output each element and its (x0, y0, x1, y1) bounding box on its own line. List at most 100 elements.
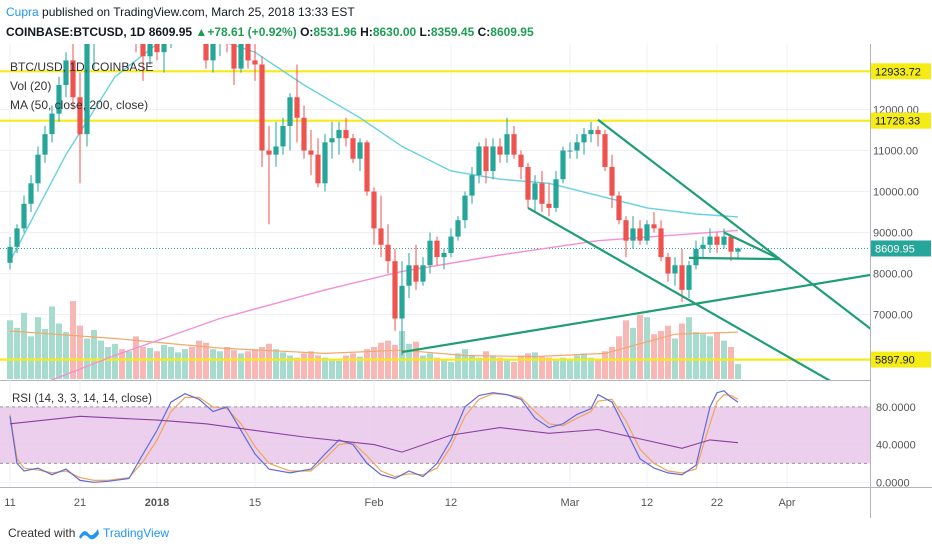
volume-bar (406, 343, 412, 379)
volume-bar (560, 357, 566, 379)
price-tag-label: 12933.72 (875, 66, 921, 78)
candle-body (329, 138, 335, 143)
rsi-tick-label: 0.0000 (876, 477, 910, 489)
candle-body (567, 150, 573, 152)
footer: Created with TradingView (0, 518, 932, 550)
grid (0, 44, 932, 518)
volume-bar (714, 332, 720, 379)
candle-body (581, 134, 587, 143)
volume-bar (364, 349, 370, 379)
candle-body (91, 19, 96, 39)
trendlines[interactable] (401, 118, 892, 388)
volume-bar (217, 351, 223, 379)
candle-body (497, 146, 503, 155)
time-tick-label: Feb (365, 497, 384, 509)
candle-body (406, 265, 412, 286)
candle-body (70, 60, 76, 98)
volume-bar (728, 347, 734, 379)
volume-bar (476, 357, 482, 379)
high-label: H: (360, 25, 373, 39)
volume-bar (49, 306, 55, 379)
price-tick-label: 8000.00 (873, 268, 913, 280)
volume-bar (427, 353, 433, 379)
publish-info: published on TradingView.com, March 25, … (38, 5, 355, 19)
candle-body (231, 44, 237, 69)
volume-bar (665, 325, 671, 379)
volume-bar (518, 355, 524, 379)
candle-body (273, 146, 279, 155)
candle-body (77, 97, 83, 135)
candle-body (644, 224, 650, 241)
price-tag-label: 11728.33 (875, 116, 920, 128)
candle-body (196, 0, 201, 11)
price-tick-label: 7000.00 (873, 309, 913, 321)
price-tag-last-price (871, 240, 931, 257)
price-tag-label: 5897.90 (875, 355, 915, 367)
volume-bar (616, 336, 622, 379)
candle-body (63, 60, 69, 85)
candle-body (525, 166, 531, 200)
candle-body (35, 154, 41, 184)
volume-bar (7, 320, 13, 379)
candle-body (483, 146, 489, 172)
tradingview-logo-icon (79, 529, 99, 540)
horizontal-levels[interactable] (0, 70, 870, 361)
price-chart[interactable]: 7000.00 8000.00 9000.00 10000.00 11000.00 12 0… (0, 0, 932, 518)
candle-body (658, 228, 664, 258)
candle-body (434, 240, 440, 258)
author-link[interactable]: Cupra (6, 5, 39, 19)
volume-bar (574, 355, 580, 379)
volume-bar (210, 349, 216, 379)
footer-brand[interactable]: TradingView (103, 526, 170, 540)
volume-bar (91, 329, 97, 379)
rsi-band (0, 406, 870, 464)
candle-body (378, 228, 384, 245)
candle-body (259, 64, 265, 151)
volume-bar (336, 360, 342, 379)
rsi-legend[interactable]: RSI (14, 3, 3, 14, 14, close) (12, 393, 152, 405)
trendline-triangle-upper (723, 231, 781, 261)
volume-bar (273, 349, 279, 379)
open-value: 8531.96 (313, 25, 357, 39)
candle-body (217, 24, 222, 44)
candle-body (637, 228, 643, 241)
candle-body (203, 44, 209, 61)
time-tick-label: 21 (74, 497, 86, 509)
candle-body (728, 236, 734, 252)
candle-body (266, 150, 272, 155)
volume-bar (602, 351, 608, 379)
volume-bar (231, 350, 237, 379)
candle-body (280, 125, 286, 147)
candle-body (49, 113, 55, 135)
volume-bar (700, 334, 706, 379)
ohlc-line: COINBASE:BTCUSD, 1D 8609.95 ▲+78.61 (+0.… (6, 25, 534, 39)
price-change: +78.61 (+0.92%) (207, 25, 297, 39)
volume-bar (168, 347, 174, 379)
candle-body (469, 175, 475, 196)
candle-body (371, 191, 377, 229)
volume-bar (126, 351, 132, 379)
candle-body (14, 228, 20, 247)
close-value: 8609.95 (490, 25, 534, 39)
volume-bar (63, 332, 69, 379)
volume-bar (378, 342, 384, 379)
candle-body (714, 236, 720, 245)
candle-body (413, 265, 419, 282)
legend-ma[interactable]: MA (50, close, 200, close) (10, 98, 149, 112)
volume-bar (630, 327, 636, 379)
legend-volume[interactable]: Vol (20) (10, 79, 52, 93)
volume-bar (70, 301, 76, 379)
candle-body (336, 130, 342, 139)
candle-body (616, 195, 622, 221)
volume-bar (420, 355, 426, 379)
candle-body (679, 265, 685, 290)
volume-bar (392, 344, 398, 379)
time-tick-label: Apr (778, 497, 795, 509)
volume-bar (119, 349, 125, 379)
chart-header: Cupra published on TradingView.com, Marc… (0, 0, 932, 44)
volume-bar (343, 355, 349, 379)
candle-body (343, 130, 349, 139)
volume-bar (42, 328, 48, 379)
trendline-support (401, 273, 870, 354)
open-label: O: (300, 25, 314, 39)
